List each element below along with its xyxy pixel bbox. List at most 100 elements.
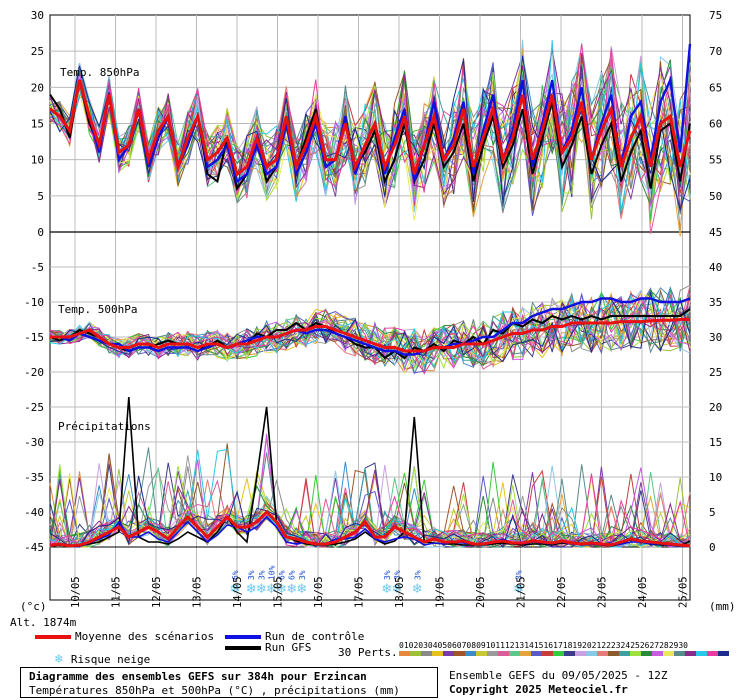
control-line-500: [50, 297, 691, 356]
legend-perts-label: 30 Perts.: [338, 646, 398, 659]
pert-swatch: [410, 651, 421, 656]
y-tick-label: -5: [31, 261, 44, 274]
pert-line-500: [49, 292, 691, 375]
pert-swatch: [531, 651, 542, 656]
credit-block: Ensemble GEFS du 09/05/2025 - 12Z Copyri…: [449, 669, 668, 697]
left-unit-label: (°c): [20, 600, 47, 613]
snowflake-icon: ❄: [266, 582, 277, 597]
panel-label-500: Temp. 500hPa: [58, 303, 137, 316]
snow-risk-pct: 6%: [231, 570, 240, 580]
chart-title: Diagramme des ensembles GEFS sur 384h po…: [29, 670, 367, 683]
y2-tick-label: 10: [709, 471, 722, 484]
pert-swatch: [443, 651, 454, 656]
y-tick-label: 0: [37, 226, 44, 239]
y-tick-label: -25: [24, 401, 44, 414]
legend-mean: Moyenne des scénarios: [35, 630, 214, 643]
snow-risk-pct: 3%: [247, 570, 256, 580]
main-lines: [49, 43, 692, 548]
y2-tick-label: 15: [709, 436, 722, 449]
x-tick-label: 14/05: [232, 576, 244, 608]
y-tick-label: -10: [24, 296, 44, 309]
legend-snow: ❄ Risque neige: [55, 652, 150, 667]
pert-swatch: [487, 651, 498, 656]
x-tick-label: 20/05: [475, 576, 487, 608]
legend-gfs-label: Run GFS: [265, 641, 312, 654]
legend-gfs-swatch: [225, 646, 261, 650]
pert-swatch: [696, 651, 707, 656]
snowflake-icon: ❄: [230, 582, 241, 597]
snow-risk-pct: 6%: [288, 570, 297, 580]
snow-risk-pct: 3%: [393, 570, 402, 580]
chart-title-box: Diagramme des ensembles GEFS sur 384h po…: [20, 667, 438, 698]
legend-control-label: Run de contrôle: [265, 630, 365, 643]
pert-swatch: [520, 651, 531, 656]
snow-risk-pct: 3%: [413, 570, 422, 580]
y2-tick-label: 40: [709, 261, 722, 274]
run-info: Ensemble GEFS du 09/05/2025 - 12Z: [449, 669, 668, 682]
y-tick-label: 25: [31, 45, 44, 58]
y-tick-label: 5: [37, 190, 44, 203]
x-tick-label: 13/05: [192, 576, 204, 608]
x-tick-label: 21/05: [516, 576, 528, 608]
x-tick-label: 12/05: [151, 576, 163, 608]
pert-swatch: [498, 651, 509, 656]
axes-labels: 10/05 11/05 12/05 13/05 14/05 15/05 16/05 17/05…: [24, 9, 722, 608]
pert-swatch: [630, 651, 641, 656]
legend-perts: 30 Perts.: [338, 646, 398, 659]
pert-line-500: [49, 292, 691, 365]
pert-numbers: 0102030405060708091011121314151617181920…: [399, 641, 688, 650]
pert-swatch: [432, 651, 443, 656]
snowflake-icon: ❄: [256, 582, 267, 597]
pert-line-500: [49, 303, 691, 370]
pert-swatch: [399, 651, 410, 656]
y-tick-label: -40: [24, 506, 44, 519]
pert-swatch: [674, 651, 685, 656]
y2-tick-label: 60: [709, 118, 722, 131]
altitude-label: Alt. 1874m: [10, 616, 77, 629]
y2-tick-label: 30: [709, 331, 722, 344]
y2-tick-label: 65: [709, 81, 722, 94]
legend-control: Run de contrôle: [225, 630, 364, 643]
pert-line-precip: [49, 447, 691, 548]
y-tick-label: -30: [24, 436, 44, 449]
pert-swatch: [718, 651, 729, 656]
x-tick-label: 15/05: [273, 576, 285, 608]
y-tick-label: -35: [24, 471, 44, 484]
pert-swatch: [542, 651, 553, 656]
pert-swatch: [465, 651, 476, 656]
y2-tick-label: 55: [709, 154, 722, 167]
panel-label-precip: Précipitations: [58, 420, 151, 433]
snowflake-icon: ❄: [296, 582, 307, 597]
pert-swatch: [707, 651, 718, 656]
pert-swatch: [652, 651, 663, 656]
pert-swatch: [597, 651, 608, 656]
pert-swatch: [608, 651, 619, 656]
legend-mean-label: Moyenne des scénarios: [75, 630, 215, 643]
y2-tick-label: 70: [709, 45, 722, 58]
y2-tick-label: 75: [709, 9, 722, 22]
gfs-line-500: [49, 308, 691, 360]
mean-line-850: [49, 79, 692, 177]
snowflake-icon: ❄: [55, 652, 63, 667]
x-tick-label: 19/05: [435, 576, 447, 608]
snow-risk-pct: 3%: [515, 570, 524, 580]
y2-tick-label: 0: [709, 541, 716, 554]
pert-swatch: [564, 651, 575, 656]
pert-color-legend: 0102030405060708091011121314151617181920…: [399, 641, 729, 656]
y2-tick-label: 45: [709, 226, 722, 239]
pert-swatches: [399, 651, 729, 656]
mean-line-500: [50, 318, 690, 353]
y-tick-label: 10: [31, 154, 44, 167]
snowflake-icon: ❄: [412, 582, 423, 597]
snowflake-icon: ❄: [276, 582, 287, 597]
legend-control-swatch: [225, 635, 261, 639]
pert-line-500: [49, 291, 691, 370]
pert-swatch: [663, 651, 674, 656]
y2-tick-label: 35: [709, 296, 722, 309]
snow-risk-pct: 3%: [383, 570, 392, 580]
snowflake-icon: ❄: [246, 582, 257, 597]
pert-swatch: [454, 651, 465, 656]
pert-swatch: [421, 651, 432, 656]
snow-risk-pct: 10%: [267, 565, 276, 580]
